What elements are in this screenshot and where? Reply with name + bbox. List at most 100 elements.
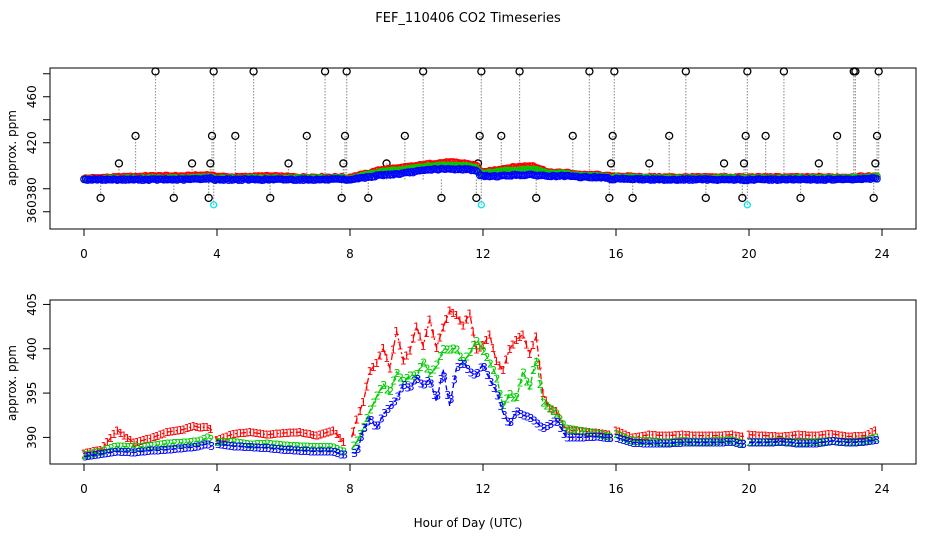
series-1-marker: 1 xyxy=(100,440,107,453)
series-3-marker: 3 xyxy=(647,438,654,451)
series-2-marker: 2 xyxy=(730,434,737,447)
series-3-marker: 3 xyxy=(172,443,179,456)
series-2-marker: 2 xyxy=(517,377,524,390)
series-1-marker: 1 xyxy=(197,422,204,435)
series-2-marker: 2 xyxy=(570,424,577,437)
series-3-marker: 3 xyxy=(335,447,342,460)
spike-point xyxy=(608,131,617,141)
spike-point xyxy=(206,159,215,168)
spike-point xyxy=(400,131,410,141)
series-3-marker: 3 xyxy=(142,445,149,458)
series-2-marker: 2 xyxy=(690,436,697,449)
series-3-marker: 3 xyxy=(278,444,285,457)
spike-point xyxy=(151,67,160,76)
bottom-x-tick-label: 4 xyxy=(213,482,221,496)
spike-point xyxy=(832,131,842,141)
series-1-marker: 1 xyxy=(426,314,433,327)
series-3-marker: 3 xyxy=(298,445,305,458)
series-1-marker: 1 xyxy=(127,434,134,447)
series-1-marker: 1 xyxy=(729,429,736,442)
series-3-marker: 3 xyxy=(724,436,731,449)
series-1-marker: 1 xyxy=(865,428,872,441)
spike-point xyxy=(739,159,749,168)
series-2-marker: 2 xyxy=(660,436,667,449)
series-1-marker: 1 xyxy=(662,430,669,443)
series-3-line xyxy=(83,361,876,458)
series-3-marker: 3 xyxy=(421,379,428,392)
series-1-marker: 1 xyxy=(233,428,240,441)
series-1-marker: 1 xyxy=(765,430,772,443)
spike-point xyxy=(719,159,729,168)
series-3-marker: 3 xyxy=(192,441,199,454)
series-2-marker: 2 xyxy=(720,435,727,448)
series-2-marker: 2 xyxy=(643,435,650,448)
spike-point xyxy=(741,131,750,141)
series-3-marker: 3 xyxy=(860,436,867,449)
series-2-marker: 2 xyxy=(424,363,431,376)
series-1-marker: 1 xyxy=(516,331,523,344)
series-2-marker: 2 xyxy=(221,436,228,449)
series-2-marker: 2 xyxy=(254,438,261,451)
series-3-marker: 3 xyxy=(783,436,790,449)
series-1-marker: 1 xyxy=(370,361,377,374)
series-3-marker: 3 xyxy=(315,446,322,459)
series-2-marker: 2 xyxy=(271,438,278,451)
series-3-marker: 3 xyxy=(547,418,554,431)
series-3-marker: 3 xyxy=(305,445,312,458)
series-1-marker: 1 xyxy=(406,345,413,358)
series-2-marker: 2 xyxy=(713,435,720,448)
spike-point xyxy=(515,67,524,76)
series-2-marker: 2 xyxy=(274,439,281,452)
series-1-marker: 1 xyxy=(460,320,467,333)
series-3-marker: 3 xyxy=(750,437,757,450)
series-1-marker: 1 xyxy=(829,428,836,441)
series-2-marker: 2 xyxy=(161,438,168,451)
series-3-marker: 3 xyxy=(341,449,348,462)
series-2-marker: 2 xyxy=(706,435,713,448)
series-2-marker: 2 xyxy=(277,439,284,452)
series-1-marker: 1 xyxy=(117,427,124,440)
series-2-marker: 2 xyxy=(497,388,504,401)
series-3-marker: 3 xyxy=(694,437,701,450)
top-x-tick-label: 4 xyxy=(213,247,221,261)
series-1-marker: 1 xyxy=(533,330,540,343)
series-3-marker: 3 xyxy=(710,437,717,450)
series-3-marker: 3 xyxy=(640,437,647,450)
series-2-marker: 2 xyxy=(464,351,471,364)
series-3-marker: 3 xyxy=(198,440,205,453)
series-2-marker: 2 xyxy=(141,441,148,454)
series-1-marker: 1 xyxy=(719,429,726,442)
series-2-marker: 2 xyxy=(234,436,241,449)
series-2-marker: 2 xyxy=(636,435,643,448)
series-2-marker: 2 xyxy=(666,436,673,449)
series-3-marker: 3 xyxy=(760,437,767,450)
series-2-marker: 2 xyxy=(331,441,338,454)
series-2-marker: 2 xyxy=(184,436,191,449)
top-x-tick-label: 24 xyxy=(874,247,889,261)
series-1-marker: 1 xyxy=(194,421,201,434)
series-2-marker: 2 xyxy=(726,434,733,447)
series-3-marker: 3 xyxy=(660,438,667,451)
series-3-marker: 3 xyxy=(481,361,488,374)
series-3-marker: 3 xyxy=(654,438,661,451)
series-3-marker: 3 xyxy=(378,413,385,426)
series-1-marker: 1 xyxy=(470,325,477,338)
series-1-marker: 1 xyxy=(852,430,859,443)
series-3-marker: 3 xyxy=(517,408,524,421)
series-2-marker: 2 xyxy=(530,364,537,377)
series-1-marker: 1 xyxy=(396,340,403,353)
series-2-marker: 2 xyxy=(204,432,211,445)
series-3-marker: 3 xyxy=(607,432,614,445)
series-1-marker: 1 xyxy=(380,342,387,355)
series-2-marker: 2 xyxy=(91,447,98,460)
series-3-marker: 3 xyxy=(870,434,877,447)
series-3-marker: 3 xyxy=(265,442,272,455)
series-1-marker: 1 xyxy=(217,433,224,446)
series-3-marker: 3 xyxy=(534,418,541,431)
series-1-marker: 1 xyxy=(583,426,590,439)
series-3-marker: 3 xyxy=(787,437,794,450)
series-3-marker: 3 xyxy=(255,442,262,455)
series-2-marker: 2 xyxy=(121,441,128,454)
series-2-marker: 2 xyxy=(134,441,141,454)
series-1-marker: 1 xyxy=(845,431,852,444)
